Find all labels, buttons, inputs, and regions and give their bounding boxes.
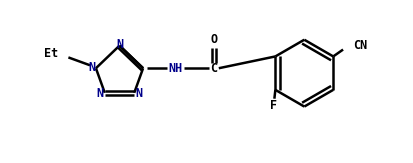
Text: N: N [116,38,123,51]
Text: Et: Et [44,47,59,60]
Text: NH: NH [169,62,183,75]
Text: N: N [96,87,103,100]
Text: O: O [210,33,217,46]
Text: N: N [135,87,143,100]
Text: C: C [210,62,217,75]
Text: F: F [270,99,277,112]
Text: CN: CN [353,39,367,52]
Text: N: N [88,61,95,74]
